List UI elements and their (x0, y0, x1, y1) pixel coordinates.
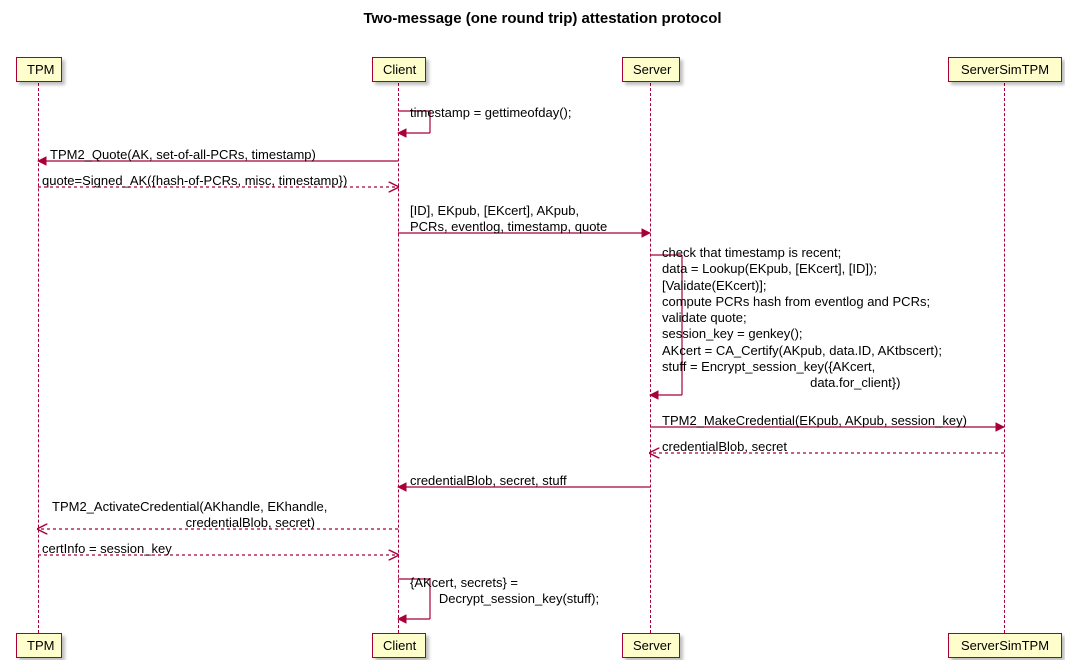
message-label: quote=Signed_AK({hash-of-PCRs, misc, tim… (42, 173, 347, 189)
message-label: check that timestamp is recent; data = L… (662, 245, 942, 391)
participant-server: Server (622, 57, 680, 82)
message-label: timestamp = gettimeofday(); (410, 105, 571, 121)
message-label: TPM2_Quote(AK, set-of-all-PCRs, timestam… (50, 147, 316, 163)
participant-sstpm: ServerSimTPM (948, 633, 1062, 658)
message-label: [ID], EKpub, [EKcert], AKpub, PCRs, even… (410, 203, 607, 236)
participant-sstpm: ServerSimTPM (948, 57, 1062, 82)
message-label: credentialBlob, secret, stuff (410, 473, 567, 489)
participant-tpm: TPM (16, 57, 62, 82)
participant-tpm: TPM (16, 633, 62, 658)
message-label: credentialBlob, secret (662, 439, 787, 455)
message-label: {AKcert, secrets} = Decrypt_session_key(… (410, 575, 599, 608)
message-label: TPM2_MakeCredential(EKpub, AKpub, sessio… (662, 413, 967, 429)
message-label: TPM2_ActivateCredential(AKhandle, EKhand… (52, 499, 327, 532)
sequence-diagram: TPMTPMClientClientServerServerServerSimT… (10, 35, 1055, 650)
diagram-title: Two-message (one round trip) attestation… (10, 10, 1065, 27)
participant-server: Server (622, 633, 680, 658)
participant-client: Client (372, 633, 426, 658)
participant-client: Client (372, 57, 426, 82)
message-label: certInfo = session_key (42, 541, 172, 557)
